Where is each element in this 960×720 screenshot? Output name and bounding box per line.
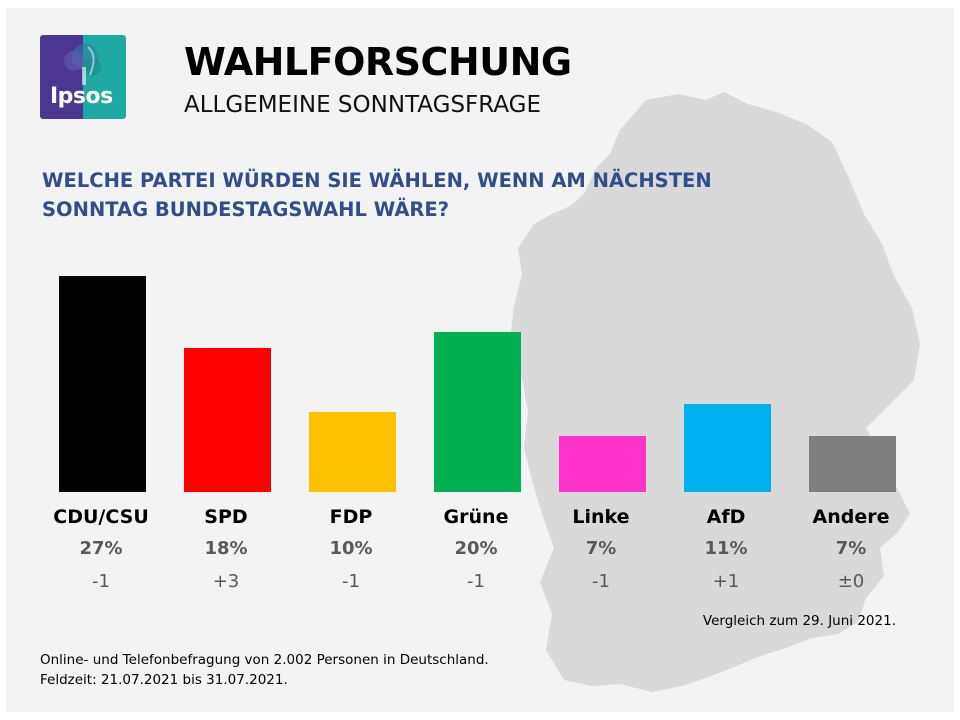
- bar-afd: [684, 404, 771, 492]
- category-label-fdp: FDP: [329, 506, 373, 528]
- value-label-fdp: 10%: [329, 538, 373, 559]
- change-label-andere: ±0: [837, 571, 865, 592]
- bar-cdu-csu: [59, 276, 146, 492]
- bar-gruene: [434, 332, 521, 492]
- category-label-afd: AfD: [706, 506, 746, 528]
- footnote-line-1: Online- und Telefonbefragung von 2.002 P…: [40, 652, 489, 668]
- change-label-afd: +1: [712, 571, 740, 592]
- value-label-gruene: 20%: [454, 538, 498, 559]
- category-label-spd: SPD: [204, 506, 248, 528]
- slide-background: Ipsos WAHLFORSCHUNG ALLGEMEINE SONNTAGSF…: [6, 8, 954, 712]
- comparison-note: Vergleich zum 29. Juni 2021.: [702, 613, 896, 629]
- bar-andere: [809, 436, 896, 492]
- germany-map-silhouette: [510, 92, 920, 692]
- survey-question: WELCHE PARTEI WÜRDEN SIE WÄHLEN, WENN AM…: [42, 169, 712, 221]
- page-title: WAHLFORSCHUNG: [184, 40, 572, 84]
- page-subtitle: ALLGEMEINE SONNTAGSFRAGE: [184, 92, 542, 118]
- change-label-spd: +3: [212, 571, 240, 592]
- change-label-linke: -1: [592, 571, 610, 592]
- footnote-line-2: Feldzeit: 21.07.2021 bis 31.07.2021.: [40, 672, 288, 688]
- bar-fdp: [309, 412, 396, 492]
- bar-linke: [559, 436, 646, 492]
- category-label-cdu-csu: CDU/CSU: [53, 506, 149, 528]
- change-label-fdp: -1: [342, 571, 360, 592]
- footnote: Online- und Telefonbefragung von 2.002 P…: [40, 650, 489, 690]
- value-label-linke: 7%: [585, 538, 617, 559]
- value-label-andere: 7%: [835, 538, 867, 559]
- ipsos-logo: Ipsos: [40, 35, 126, 119]
- category-label-gruene: Grüne: [443, 506, 509, 528]
- value-label-afd: 11%: [704, 538, 748, 559]
- bar-spd: [184, 348, 271, 492]
- category-label-linke: Linke: [572, 506, 630, 528]
- logo-text: Ipsos: [50, 84, 113, 109]
- category-label-andere: Andere: [812, 506, 890, 528]
- bar-chart: [59, 276, 896, 492]
- tree-face-icon: [64, 44, 101, 85]
- change-label-cdu-csu: -1: [92, 571, 110, 592]
- change-label-gruene: -1: [467, 571, 485, 592]
- value-label-spd: 18%: [204, 538, 248, 559]
- value-label-cdu-csu: 27%: [79, 538, 123, 559]
